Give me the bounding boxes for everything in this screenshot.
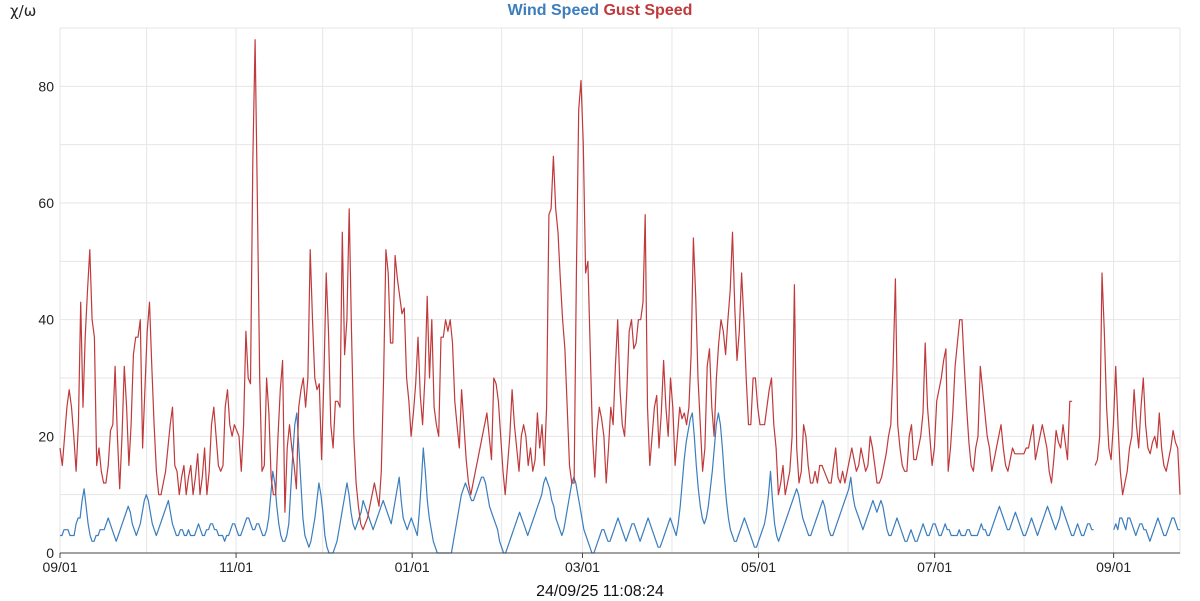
x-tick-label: 11/01: [219, 559, 253, 575]
gust-speed-line: [59, 39, 1181, 531]
x-tick-label: 05/01: [741, 559, 776, 575]
y-tick-label: 80: [38, 78, 54, 94]
y-tick-label: 60: [38, 195, 54, 211]
legend-wind-speed: Wind Speed: [507, 2, 600, 19]
x-tick-label: 01/01: [395, 559, 430, 575]
x-tick-label: 07/01: [917, 559, 952, 575]
chart-legend: Wind Speed Gust Speed: [0, 2, 1200, 20]
y-tick-label: 20: [38, 428, 54, 444]
series-lines: [59, 39, 1181, 554]
x-tick-label: 09/01: [1096, 559, 1131, 575]
x-tick-label: 09/01: [42, 559, 77, 575]
timestamp: 24/09/25 11:08:24: [536, 583, 664, 600]
y-tick-label: 40: [38, 312, 54, 328]
legend-gust-speed: Gust Speed: [603, 2, 693, 19]
y-tick-label: 0: [46, 545, 54, 561]
wind-speed-line: [60, 412, 1180, 554]
x-tick-label: 03/01: [565, 559, 600, 575]
x-tick-labels: 09/01 11/01 01/01 03/01 05/01 07/01 09/01: [42, 553, 1131, 575]
y-tick-labels: 0 20 40 60 80: [38, 78, 54, 561]
y-axis-label: χ/ω: [10, 2, 37, 20]
grid: [59, 27, 1181, 553]
